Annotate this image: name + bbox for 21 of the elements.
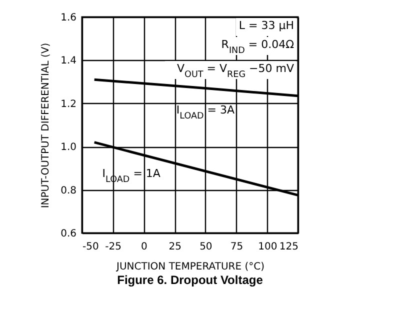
x-tick-label: 25 — [168, 242, 182, 252]
annotation: V$_{OUT}$ = V$_{REG}$ −50 mV — [177, 62, 294, 80]
text: Figure 6. Dropout Voltage — [117, 273, 264, 287]
y-tick-label: 0.6 — [60, 228, 76, 240]
x-tick-label: -25 — [105, 242, 122, 252]
series-label: I$_{LOAD}$ = 3A — [176, 103, 235, 122]
y-tick-label: 1.4 — [60, 56, 76, 67]
y-axis-title: INPUT-OUTPUT DIFFERENTIAL (V) — [40, 42, 52, 208]
x-tick-label: -50 — [82, 242, 99, 252]
y-tick-label: 1.2 — [60, 98, 76, 110]
x-tick-label: 125 — [279, 242, 298, 252]
annotation: R$_{IND}$ = 0.04Ω — [221, 38, 294, 56]
x-tick-label: 100 — [258, 242, 278, 252]
x-tick-label: 75 — [230, 242, 244, 252]
x-tick-label: 50 — [200, 242, 212, 252]
y-tick-label: 0.8 — [60, 185, 76, 196]
x-axis-title: JUNCTION TEMPERATURE (°C) — [116, 262, 265, 272]
annotation: L = 33 μH — [238, 19, 294, 32]
y-tick-label: 1.6 — [60, 12, 76, 24]
y-tick-label: 1.0 — [60, 142, 76, 154]
x-tick-label: 0 — [141, 242, 148, 252]
